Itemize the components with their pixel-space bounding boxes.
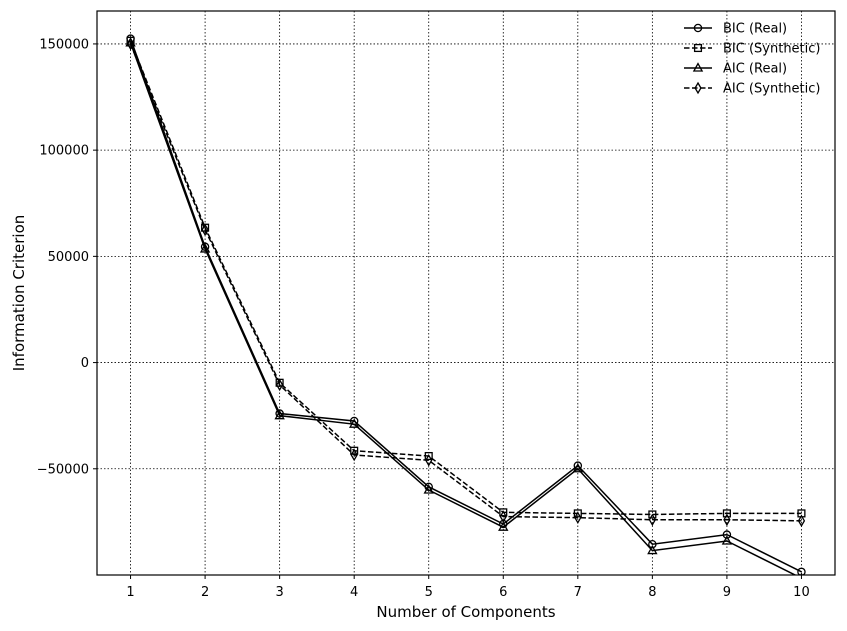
x-axis-label: Number of Components [376, 603, 555, 621]
plot-frame [96, 10, 836, 576]
data-point-diamond [574, 511, 582, 524]
series-line [129, 42, 797, 575]
y-axis-ticks: −50000 0 50000 100000 150000 [37, 37, 97, 477]
data-point-diamond [350, 448, 358, 462]
data-point-diamond [275, 378, 284, 392]
data-point-square [573, 509, 582, 518]
x-tick-label: 10 [793, 585, 810, 600]
x-tick-label: 6 [499, 585, 507, 600]
series-layer [125, 34, 806, 575]
x-tick-label: 9 [723, 585, 731, 600]
legend: BIC (Real) BIC (Synthetic) AIC (Real) AIC (… [684, 22, 820, 97]
x-tick-label: 8 [648, 585, 656, 600]
data-point-diamond [499, 510, 507, 523]
series-line [129, 43, 802, 522]
series-aic-synthetic [126, 37, 806, 528]
data-point-triangle [199, 243, 211, 253]
x-tick-label: 1 [126, 585, 134, 600]
data-point-diamond [723, 513, 731, 527]
legend-entry: AIC (Real) [684, 62, 787, 77]
series-bic-synthetic [126, 36, 806, 519]
legend-entry: BIC (Real) [684, 22, 787, 37]
series-line [129, 38, 802, 573]
data-point-diamond [797, 514, 806, 528]
data-point-diamond [648, 513, 657, 527]
legend-entry: BIC (Synthetic) [684, 42, 820, 57]
data-point-diamond [425, 453, 433, 467]
data-point-triangle [423, 484, 434, 494]
legend-label: AIC (Synthetic) [723, 82, 820, 97]
legend-marker-square [693, 43, 703, 53]
series-bic-real [126, 34, 806, 575]
data-point-square [648, 510, 657, 519]
x-tick-label: 4 [350, 585, 358, 600]
y-tick-label: 150000 [39, 37, 89, 52]
legend-marker-triangle [692, 62, 704, 72]
legend-label: AIC (Real) [723, 62, 787, 77]
data-point-square [722, 509, 731, 518]
legend-marker-diamond [694, 81, 702, 95]
series-line [129, 40, 802, 516]
y-tick-label: 0 [81, 356, 89, 371]
data-point-triangle [647, 544, 658, 555]
data-point-diamond [126, 37, 135, 51]
series-aic-real [125, 37, 803, 575]
legend-label: BIC (Real) [723, 22, 787, 37]
x-tick-label: 5 [425, 585, 433, 600]
y-tick-label: −50000 [37, 462, 89, 477]
legend-marker-circle [693, 23, 703, 33]
grid-lines [97, 11, 835, 575]
data-point-triangle [274, 409, 285, 420]
x-axis-ticks: 1 2 3 4 5 6 7 8 9 10 [126, 575, 810, 600]
data-point-circle [797, 567, 806, 575]
y-tick-label: 100000 [39, 144, 89, 159]
x-tick-label: 2 [201, 585, 209, 600]
data-point-triangle [572, 463, 584, 473]
y-axis-label: Information Criterion [10, 215, 28, 372]
x-tick-label: 7 [574, 585, 582, 600]
data-point-square [424, 451, 433, 461]
data-point-triangle [498, 521, 509, 531]
data-point-circle [648, 539, 657, 549]
data-point-triangle [721, 535, 733, 545]
legend-label: BIC (Synthetic) [723, 42, 820, 57]
legend-entry: AIC (Synthetic) [684, 82, 820, 97]
y-tick-label: 50000 [48, 250, 89, 265]
data-point-triangle [348, 418, 360, 428]
x-tick-label: 3 [275, 585, 283, 600]
data-point-diamond [201, 223, 209, 237]
data-point-circle [722, 530, 732, 539]
